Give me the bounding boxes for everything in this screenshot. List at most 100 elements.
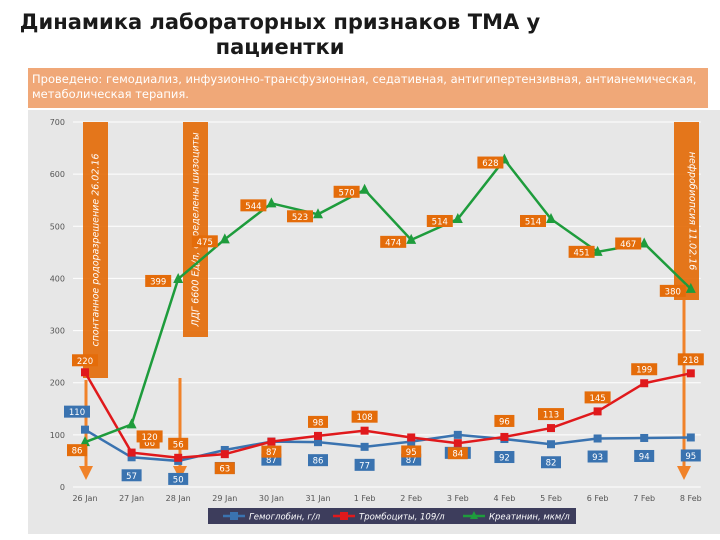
- page-title: Динамика лабораторных признаков ТМА у па…: [0, 10, 560, 60]
- y-tick-label: 100: [50, 431, 65, 440]
- data-label: 92: [499, 454, 510, 464]
- data-label: 95: [685, 452, 696, 462]
- data-point: [547, 440, 555, 449]
- title-line-1: Динамика лабораторных признаков ТМА у: [19, 10, 541, 34]
- y-tick-label: 700: [50, 118, 65, 127]
- therapy-banner: Проведено: гемодиализ, инфузионно-трансф…: [28, 68, 708, 108]
- data-label-bg: [520, 214, 546, 227]
- data-label: 514: [525, 217, 541, 227]
- data-label-bg: [191, 235, 218, 248]
- data-label-bg: [308, 415, 328, 428]
- data-label: 94: [639, 452, 650, 462]
- data-point: [593, 434, 602, 443]
- legend-marker: [470, 511, 478, 519]
- data-point: [407, 437, 416, 446]
- data-label-bg: [214, 462, 235, 475]
- data-point: [314, 438, 322, 447]
- banner-text-2: метаболическая терапия.: [32, 87, 189, 101]
- data-label-bg: [121, 469, 142, 482]
- data-label-bg: [587, 450, 608, 463]
- data-label-bg: [634, 449, 655, 462]
- data-label: 63: [219, 465, 230, 475]
- data-label-bg: [168, 472, 189, 485]
- x-tick-label: 28 Jan: [166, 494, 191, 503]
- data-point: [640, 379, 649, 388]
- data-label-bg: [447, 447, 468, 460]
- data-label-bg: [494, 414, 515, 427]
- data-point: [547, 424, 555, 433]
- x-tick-label: 1 Feb: [354, 494, 376, 503]
- data-label-bg: [240, 199, 267, 212]
- data-label-bg: [538, 408, 564, 421]
- legend-marker: [340, 512, 348, 520]
- data-point: [267, 437, 276, 446]
- data-label: 93: [592, 453, 603, 463]
- arrow-head: [79, 466, 93, 480]
- data-point: [127, 448, 136, 457]
- data-label: 66: [144, 439, 155, 449]
- data-label-bg: [64, 405, 90, 418]
- data-label: 474: [385, 238, 401, 248]
- annotation-text: ЛДГ 6600 Ед/л, определены шизоциты: [191, 132, 202, 328]
- data-label: 98: [313, 418, 324, 428]
- data-label-bg: [541, 456, 561, 469]
- data-label-bg: [659, 284, 686, 297]
- data-point: [219, 233, 230, 244]
- annotation-bar: [674, 122, 699, 300]
- data-point: [685, 282, 696, 293]
- annotation-bar: [83, 122, 108, 378]
- data-label-bg: [308, 454, 328, 467]
- data-label: 199: [636, 366, 652, 376]
- banner-label: Проведено:: [32, 72, 103, 86]
- x-tick-label: 4 Feb: [494, 494, 516, 503]
- data-label: 108: [356, 413, 372, 423]
- x-tick-label: 29 Jan: [212, 494, 237, 503]
- data-point: [80, 436, 90, 447]
- data-point: [453, 430, 462, 439]
- annotation-bar: [183, 122, 208, 337]
- data-label-bg: [287, 210, 313, 223]
- data-label: 120: [141, 433, 157, 443]
- chart-svg: 0 100 200 300 400 500 600 700 26 Jan 27 Jan 28 Jan…: [50, 118, 704, 524]
- x-tick-label: 5 Feb: [540, 494, 562, 503]
- data-point: [127, 453, 136, 462]
- data-label: 96: [499, 417, 510, 427]
- data-label: 50: [173, 475, 184, 485]
- x-tick-label: 30 Jan: [259, 494, 284, 503]
- x-tick-label: 7 Feb: [633, 494, 655, 503]
- series-line: [83, 371, 692, 460]
- data-label-bg: [351, 410, 378, 423]
- legend-box: [208, 508, 576, 524]
- data-label-bg: [333, 185, 360, 198]
- data-label: 145: [589, 394, 605, 404]
- data-point: [407, 433, 416, 442]
- data-label-bg: [631, 363, 658, 376]
- data-label: 87: [406, 456, 417, 466]
- x-tick-label: 27 Jan: [119, 494, 144, 503]
- data-label: 514: [432, 217, 448, 227]
- data-label-bg: [145, 274, 172, 287]
- y-tick-label: 200: [50, 379, 65, 388]
- data-label: 399: [150, 277, 166, 287]
- data-label: 380: [665, 287, 681, 297]
- data-point: [546, 212, 556, 223]
- title-line-2: пациентки: [215, 35, 345, 59]
- data-label-bg: [401, 445, 422, 458]
- y-tick-label: 600: [50, 170, 65, 179]
- data-label: 113: [543, 411, 559, 421]
- data-label-bg: [477, 156, 504, 169]
- data-label: 475: [197, 238, 213, 248]
- data-label: 570: [338, 188, 354, 198]
- x-tick-label: 3 Feb: [447, 494, 469, 503]
- annotation-text: нефробиопсия 11.02.16: [687, 152, 698, 271]
- data-label: 544: [245, 202, 261, 212]
- data-label-bg: [354, 458, 375, 471]
- data-label: 523: [292, 213, 308, 223]
- x-tick-label: 6 Feb: [587, 494, 609, 503]
- data-point: [686, 433, 695, 442]
- data-point: [220, 450, 229, 459]
- data-label: 77: [359, 461, 370, 471]
- data-point: [81, 425, 89, 434]
- y-tick-label: 0: [60, 483, 65, 492]
- data-point: [639, 237, 650, 248]
